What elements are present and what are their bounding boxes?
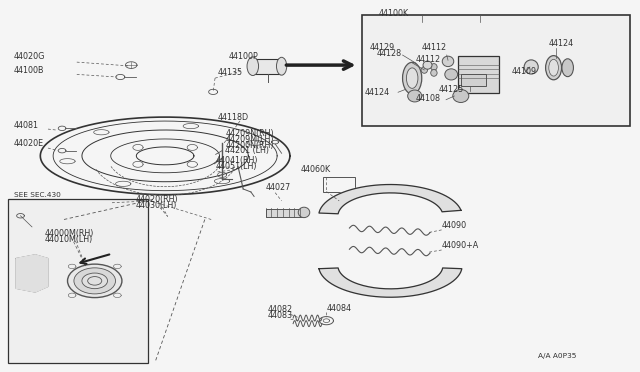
Ellipse shape [68, 264, 122, 298]
Text: 44124: 44124 [365, 88, 390, 97]
Text: 44100P: 44100P [229, 52, 259, 61]
Text: 44081: 44081 [14, 121, 39, 130]
Ellipse shape [82, 273, 108, 289]
Text: 44209M(LH): 44209M(LH) [225, 135, 274, 144]
Bar [254, 59, 283, 74]
Ellipse shape [549, 59, 559, 76]
Bar [8, 199, 148, 363]
Ellipse shape [442, 56, 454, 67]
Text: 44201 (LH): 44201 (LH) [225, 146, 269, 155]
Polygon shape [16, 255, 48, 292]
Ellipse shape [524, 60, 538, 74]
Ellipse shape [545, 55, 562, 80]
Text: 44100B: 44100B [14, 66, 45, 75]
Text: 44090: 44090 [442, 221, 467, 230]
Ellipse shape [247, 57, 259, 76]
Text: 44084: 44084 [326, 304, 351, 312]
Text: 44027: 44027 [266, 183, 291, 192]
Text: 44060K: 44060K [301, 165, 331, 174]
Ellipse shape [562, 59, 573, 77]
Text: 44083: 44083 [268, 311, 292, 320]
Text: 44112: 44112 [422, 43, 447, 52]
Text: 44112: 44112 [416, 55, 441, 64]
Text: 44020E: 44020E [14, 139, 44, 148]
Ellipse shape [445, 69, 458, 80]
Bar [362, 15, 630, 126]
Text: 44030(LH): 44030(LH) [136, 201, 177, 210]
Ellipse shape [298, 207, 310, 218]
Text: 44020G: 44020G [14, 52, 45, 61]
Bar [323, 177, 355, 192]
Ellipse shape [423, 61, 432, 69]
Bar [266, 209, 304, 217]
Ellipse shape [421, 67, 428, 73]
Text: 44000M(RH): 44000M(RH) [45, 229, 94, 238]
Ellipse shape [453, 90, 468, 103]
Text: 44100K: 44100K [378, 9, 409, 17]
Ellipse shape [403, 62, 422, 94]
Text: 44135: 44135 [218, 68, 243, 77]
Text: 44051(LH): 44051(LH) [216, 162, 257, 171]
Ellipse shape [431, 70, 437, 76]
Text: 44124: 44124 [549, 39, 574, 48]
Text: SEE SEC.430: SEE SEC.430 [14, 192, 61, 198]
Text: 44108: 44108 [416, 94, 441, 103]
Ellipse shape [74, 268, 115, 294]
Text: 44118D: 44118D [218, 113, 249, 122]
Bar [458, 56, 499, 93]
Bar [461, 74, 486, 86]
Ellipse shape [406, 68, 418, 89]
Text: 44020(RH): 44020(RH) [136, 195, 179, 204]
Text: 44109: 44109 [512, 67, 537, 76]
Ellipse shape [431, 64, 437, 70]
Polygon shape [319, 185, 461, 214]
Text: 44129: 44129 [370, 43, 395, 52]
Polygon shape [319, 268, 462, 297]
Text: 44209N(RH): 44209N(RH) [225, 129, 274, 138]
Ellipse shape [408, 90, 422, 102]
Text: 44010M(LH): 44010M(LH) [45, 235, 93, 244]
Text: 44082: 44082 [268, 305, 292, 314]
Text: 44125: 44125 [438, 85, 463, 94]
Text: 44128: 44128 [377, 49, 402, 58]
Text: 44090+A: 44090+A [442, 241, 479, 250]
Ellipse shape [276, 57, 287, 75]
Text: 44041(RH): 44041(RH) [216, 156, 258, 165]
Text: A/A A0P35: A/A A0P35 [538, 353, 576, 359]
Text: 44200N(RH): 44200N(RH) [225, 141, 274, 150]
